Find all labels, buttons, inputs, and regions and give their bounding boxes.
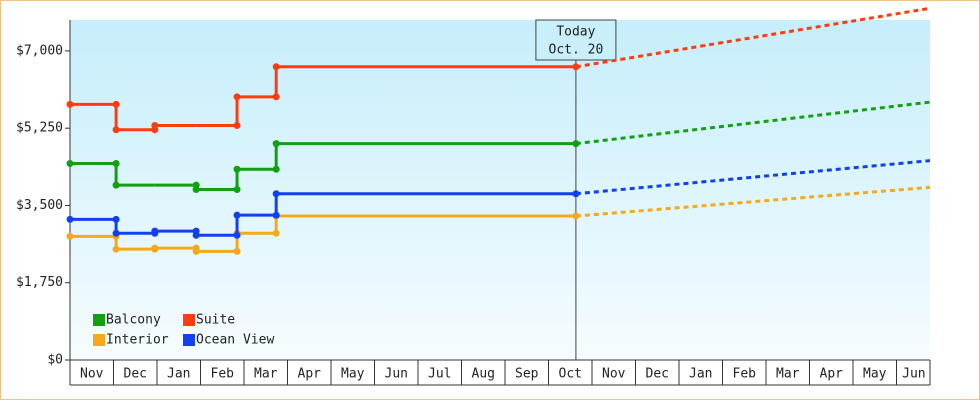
x-tick-label: Aug [472,367,495,382]
price-point [233,122,241,130]
legend-swatch [183,314,195,326]
x-tick-label: Apr [298,367,322,382]
price-point [112,215,120,223]
y-tick-label: $3,500 [16,198,63,213]
x-tick-label: May [863,367,887,382]
price-point [151,122,159,130]
price-point [151,244,159,252]
price-point [112,100,120,108]
x-tick-label: Feb [211,367,235,382]
y-tick-label: $0 [47,353,63,368]
price-point [233,231,241,239]
legend-swatch [93,314,105,326]
price-point [233,186,241,194]
price-point [572,140,580,148]
price-point [272,93,280,101]
x-tick-label: Mar [776,367,800,382]
price-point [112,229,120,237]
price-point [233,165,241,173]
y-tick-label: $7,000 [16,43,63,58]
x-tick-label: Jun [385,367,408,382]
forecast-line [575,100,931,146]
price-point [572,190,580,198]
x-tick-label: Jul [428,367,451,382]
legend-swatch [93,334,105,346]
price-point [66,215,74,223]
price-point [272,165,280,173]
legend-label: Ocean View [196,333,274,348]
legend-swatch [183,334,195,346]
price-point [151,227,159,235]
x-tick-label: Jan [689,367,712,382]
today-box [535,19,617,61]
x-tick-label: May [341,367,365,382]
y-tick-label: $1,750 [16,275,63,290]
y-tick-label: $5,250 [16,121,63,136]
price-point [192,186,200,194]
x-tick-label: Mar [254,367,278,382]
price-point [112,181,120,189]
price-point [66,232,74,240]
price-point [272,140,280,148]
x-tick-label: Feb [733,367,757,382]
price-point [272,190,280,198]
legend-label: Interior [106,333,169,348]
price-point [112,160,120,168]
price-point [192,231,200,239]
x-tick-label: Nov [602,367,626,382]
x-tick-label: Oct [559,367,582,382]
legend-label: Suite [196,313,235,328]
price-point [233,211,241,219]
price-point [192,247,200,255]
x-tick-label: Dec [124,367,147,382]
x-tick-label: Jan [167,367,190,382]
x-tick-label: Nov [80,367,104,382]
x-tick-label: Jun [902,367,925,382]
price-point [272,229,280,237]
price-point [112,126,120,134]
price-point [66,100,74,108]
price-point [272,63,280,71]
price-point [66,160,74,168]
price-point [572,212,580,220]
today-label: Oct. 20 [549,43,604,58]
forecast-line [575,6,931,69]
today-label: Today [556,25,595,40]
price-point [272,211,280,219]
x-tick-label: Dec [646,367,669,382]
price-point [233,247,241,255]
price-point [572,63,580,71]
x-tick-label: Apr [820,367,844,382]
price-point [112,245,120,253]
price-point [233,93,241,101]
x-tick-label: Sep [515,367,539,382]
legend-label: Balcony [106,313,161,328]
